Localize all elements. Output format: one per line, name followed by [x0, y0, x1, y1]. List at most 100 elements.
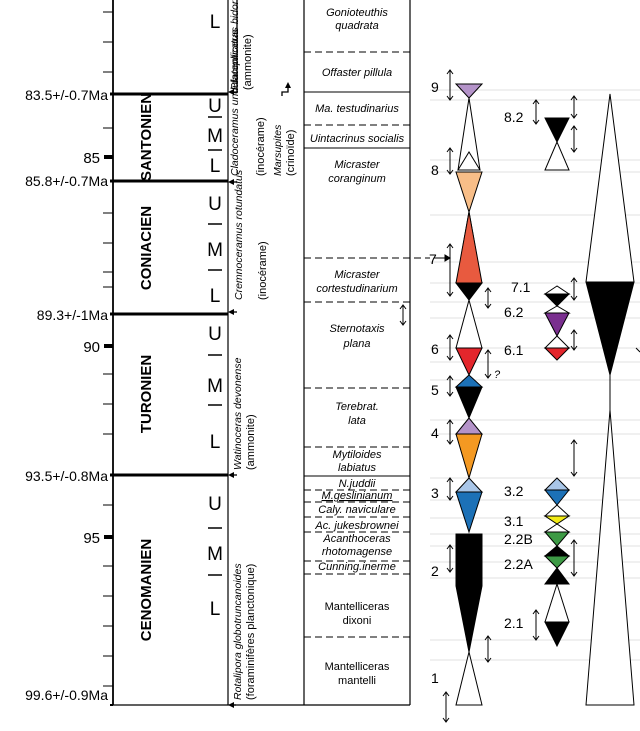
seq-7-black [454, 282, 484, 301]
subsequence-label: 2.2B [504, 531, 533, 547]
sub-3-1 [543, 515, 571, 525]
sub-2-2b [543, 531, 571, 547]
subsequence-label: 2.1 [504, 615, 524, 631]
subsequence-label: 2.2A [504, 556, 533, 572]
subsequence-label: 3.1 [504, 513, 524, 529]
stage-name: SANTONIEN [138, 93, 155, 181]
range-arrow [399, 304, 407, 326]
question-mark: ? [494, 369, 501, 381]
taxon-group: (ammonite) [245, 414, 257, 470]
taxon-group: (ammonite) [242, 34, 254, 90]
subsequence-column [543, 117, 571, 648]
zone-name: Offaster pillula [322, 67, 392, 79]
stage-names: SANTONIEN CONIACIEN TURONIEN CENOMANIEN [138, 93, 155, 641]
substage-letter: L [210, 12, 221, 33]
sequence-range-arrows [442, 69, 578, 723]
sub-2-2a-black [544, 567, 570, 585]
zone-name: Ac. jukesbrownei [314, 520, 399, 532]
seq-3-blue [455, 491, 483, 534]
sequence-label: 5 [431, 382, 439, 398]
seq7-pointer [434, 254, 451, 262]
sequence-label: 2 [431, 563, 439, 579]
cycle-upper-white [585, 93, 635, 283]
sequence-label: 1 [431, 670, 439, 686]
zone-name: Mytiloides labiatus [333, 449, 382, 474]
zone-name: Caly. naviculare [318, 504, 395, 516]
age-labels: 83.5+/-0.7Ma 85 85.8+/-0.7Ma 89.3+/-1Ma … [25, 87, 108, 703]
seq-7-salmon [455, 211, 483, 284]
zone-boundaries [304, 51, 430, 638]
zone-name: Micraster cortestudinarium [316, 269, 397, 295]
seq-4-orange [455, 433, 483, 480]
sequence-labels: 9 8 7 6 5 4 3 2 1 [429, 79, 439, 686]
sequence-label: 8 [431, 162, 439, 178]
zone-name: M.geslinianum [322, 490, 393, 502]
age-label: 89.3+/-1Ma [37, 307, 108, 323]
taxon-name: Rotalipora globotruncanoides [232, 563, 244, 700]
age-label: 93.5+/-0.8Ma [25, 468, 108, 484]
seq-2-black [455, 533, 483, 653]
stage-name: CONIACIEN [138, 206, 155, 290]
subsequence-label: 7.1 [511, 279, 531, 295]
sub-7-1 [543, 293, 571, 307]
seq-1-white [455, 651, 483, 706]
sub-6-2 [544, 312, 570, 338]
substage-letter: M [207, 376, 223, 397]
seq-8-peach [455, 171, 483, 214]
long-term-cycle [585, 93, 635, 706]
substage-letter: U [208, 494, 222, 515]
stage-name: CENOMANIEN [138, 539, 155, 642]
sub-8-2-bottom [544, 140, 570, 171]
major-ticks [104, 155, 113, 539]
sub-2-2b-top [543, 523, 571, 533]
taxon-name: Marsupites [272, 124, 284, 176]
substage-letter: U [208, 96, 222, 117]
subsequence-label: 8.2 [504, 109, 524, 125]
sequence-label: 9 [431, 79, 439, 95]
subsequence-label: 3.2 [504, 483, 524, 499]
edge-marker [635, 347, 640, 353]
stage-name: TURONIEN [138, 355, 155, 433]
substage-letter: L [210, 432, 221, 453]
age-label: 85.8+/-0.7Ma [25, 173, 108, 189]
age-label: 85 [83, 150, 100, 167]
zone-name: Acanthoceras rhotomagense [322, 533, 392, 558]
sub-3-1-top [543, 504, 571, 517]
subsequence-labels: 8.2 7.1 6.2 6.1 3.2 3.1 2.2B 2.2A 2.1 [504, 109, 533, 631]
sub-2-2b-black [543, 545, 571, 557]
age-label: 95 [83, 530, 100, 547]
sub-3-2 [543, 489, 571, 506]
taxon-group: (foraminifères planctonique) [245, 564, 257, 700]
age-label: 99.6+/-0.9Ma [25, 687, 108, 703]
sequence-label: 7 [429, 251, 437, 267]
substage-letter: U [208, 194, 222, 215]
substage-letter: M [207, 126, 223, 147]
seq-6-red [455, 347, 483, 377]
subsequence-label: 6.2 [504, 304, 524, 320]
seq-5-blue [454, 374, 484, 388]
substage-letter: M [207, 544, 223, 565]
seq-3-lightblue [454, 477, 484, 493]
arrow-heads [228, 82, 291, 708]
sub-6-1 [543, 347, 571, 361]
stage-boundaries [110, 92, 228, 706]
sub-2-1-top [544, 582, 570, 623]
seq-6-white [455, 298, 483, 349]
sub-6-1-top [543, 335, 571, 349]
substage-letter: L [210, 156, 221, 177]
sub-2-2a [543, 555, 571, 569]
cycle-black [585, 281, 635, 376]
sub-3-2-top [543, 477, 571, 491]
zone-name: Terebrat. lata [335, 401, 379, 427]
sub-7-1-top [543, 285, 571, 295]
zone-name: Sternotaxis plana [329, 323, 385, 350]
zone-name: Uintacrinus socialis [310, 133, 405, 145]
age-label: 83.5+/-0.7Ma [25, 87, 108, 103]
seq-8-top [457, 151, 481, 171]
substage-letter: M [207, 240, 223, 261]
substage-letter: U [208, 324, 222, 345]
taxon-name: Cladoceramus undulatoplicatus [229, 29, 241, 176]
minor-ticks [103, 11, 113, 687]
biozone-taxa: Placenticeras bidorsatum (ammonite) Clad… [229, 0, 297, 700]
taxon-group: (inocérame) [257, 241, 269, 300]
